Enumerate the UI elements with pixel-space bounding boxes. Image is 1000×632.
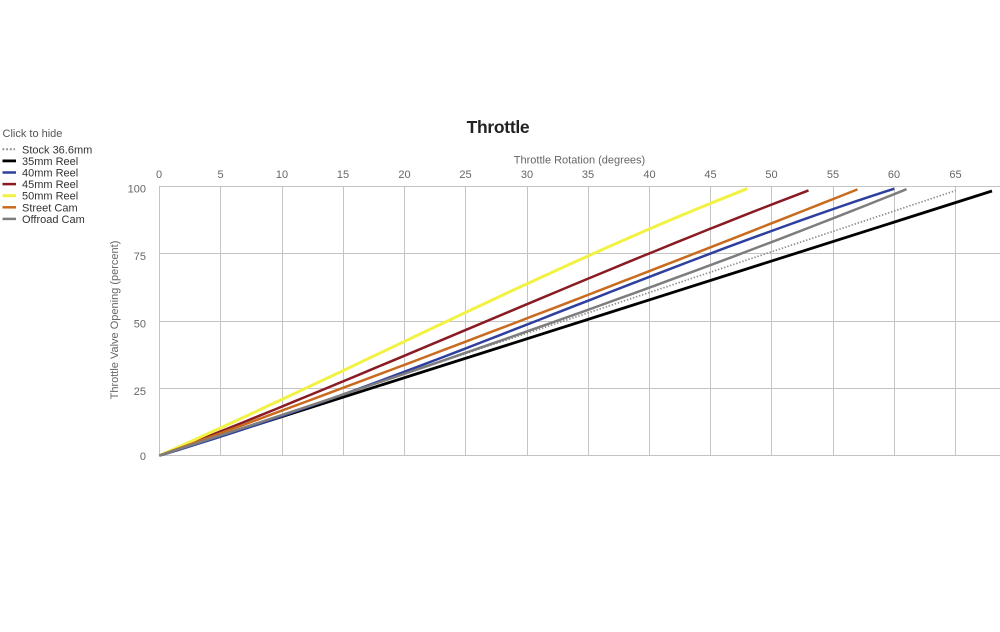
svg-text:65: 65 <box>949 169 961 181</box>
svg-text:15: 15 <box>337 169 349 181</box>
svg-text:Stock 36.6mm: Stock 36.6mm <box>22 144 92 156</box>
svg-text:Throttle Rotation (degrees): Throttle Rotation (degrees) <box>514 154 645 166</box>
svg-text:50: 50 <box>765 169 777 181</box>
svg-text:Throttle Valve Opening (percen: Throttle Valve Opening (percent) <box>109 241 121 400</box>
svg-text:40mm Reel: 40mm Reel <box>22 168 78 180</box>
svg-text:50mm Reel: 50mm Reel <box>22 191 78 203</box>
svg-text:45mm Reel: 45mm Reel <box>22 179 78 191</box>
svg-text:10: 10 <box>276 169 288 181</box>
svg-text:35mm Reel: 35mm Reel <box>22 156 78 168</box>
svg-text:25: 25 <box>459 169 471 181</box>
svg-text:0: 0 <box>156 169 162 181</box>
svg-text:30: 30 <box>521 169 533 181</box>
svg-text:55: 55 <box>827 169 839 181</box>
svg-text:75: 75 <box>134 251 146 263</box>
svg-text:Throttle: Throttle <box>467 117 530 137</box>
svg-text:20: 20 <box>398 169 410 181</box>
svg-text:50: 50 <box>134 318 146 330</box>
svg-text:25: 25 <box>134 386 146 398</box>
svg-text:Click to hide: Click to hide <box>3 128 63 140</box>
svg-text:35: 35 <box>582 169 594 181</box>
svg-text:100: 100 <box>128 184 146 196</box>
svg-text:40: 40 <box>643 169 655 181</box>
svg-text:0: 0 <box>140 451 146 463</box>
svg-text:Offroad Cam: Offroad Cam <box>22 214 85 226</box>
svg-text:Street Cam: Street Cam <box>22 202 78 214</box>
svg-text:45: 45 <box>704 169 716 181</box>
svg-text:60: 60 <box>888 169 900 181</box>
svg-text:5: 5 <box>217 169 223 181</box>
